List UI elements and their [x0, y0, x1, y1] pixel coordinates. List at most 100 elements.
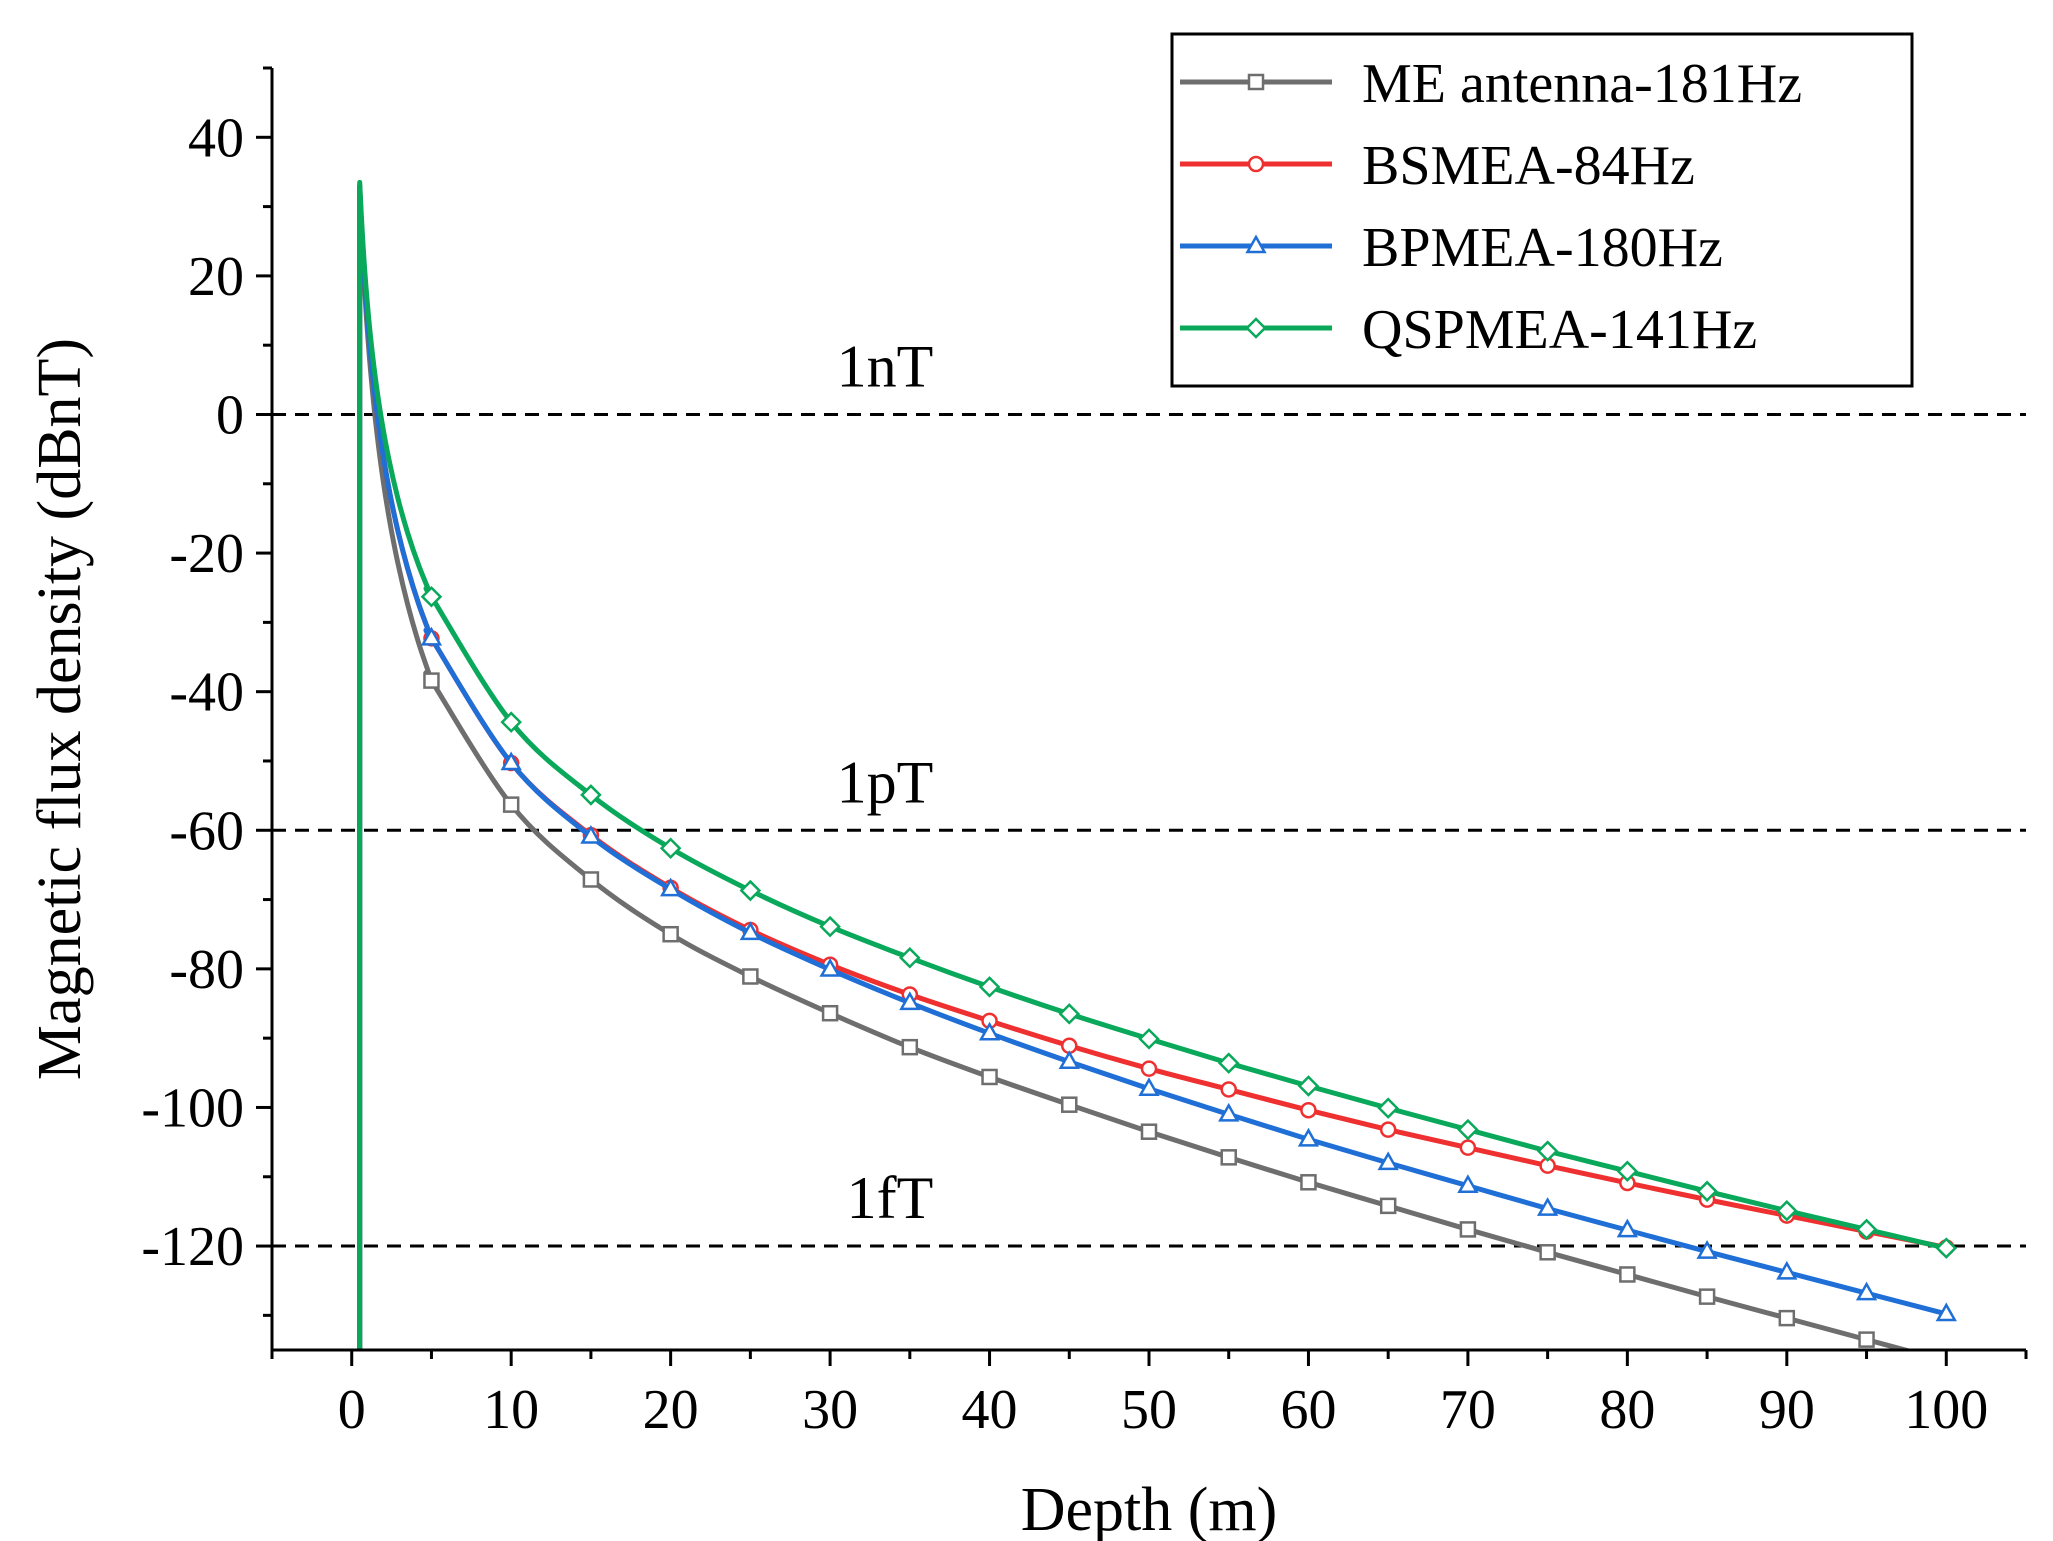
legend-label: ME antenna-181Hz	[1362, 53, 1802, 115]
x-tick-label: 90	[1759, 1379, 1815, 1441]
data-point	[1058, 1050, 1080, 1069]
y-tick-label: 0	[216, 384, 244, 446]
x-tick-label: 30	[802, 1379, 858, 1441]
data-point	[1379, 1121, 1397, 1138]
y-tick-label: -60	[169, 800, 244, 862]
data-point	[1776, 1199, 1798, 1222]
data-point	[423, 672, 440, 689]
data-point	[978, 1021, 1001, 1041]
x-tick-label: 60	[1280, 1379, 1336, 1441]
data-point	[1138, 1077, 1160, 1096]
data-point	[901, 1038, 919, 1056]
x-tick-label: 20	[643, 1379, 699, 1441]
x-tick-label: 0	[338, 1379, 366, 1441]
data-point	[662, 925, 679, 943]
x-tick-label: 50	[1121, 1379, 1177, 1441]
data-point	[821, 1004, 839, 1022]
data-series	[357, 179, 1958, 1350]
data-point	[739, 879, 762, 902]
reference-line-label: 1fT	[847, 1165, 934, 1231]
x-tick-label: 40	[962, 1379, 1018, 1441]
data-point	[500, 711, 522, 733]
data-point	[819, 958, 841, 977]
data-point	[420, 626, 443, 646]
x-axis-title: Depth (m)	[1021, 1476, 1278, 1541]
data-point	[1935, 1237, 1958, 1259]
legend-marker	[1247, 73, 1265, 91]
y-tick-label: -100	[141, 1077, 244, 1139]
series-2	[357, 183, 1957, 1350]
data-point	[1616, 1160, 1639, 1182]
data-point	[1855, 1218, 1878, 1241]
data-point	[1457, 1118, 1479, 1141]
data-point	[502, 796, 520, 813]
data-point	[978, 976, 1001, 998]
data-point	[1220, 1081, 1237, 1098]
legend-item: ME antenna-181Hz	[1180, 53, 1802, 115]
data-point	[1140, 1060, 1158, 1077]
y-tick-label: -20	[169, 523, 244, 585]
y-tick-label: -80	[169, 939, 244, 1001]
data-point	[1220, 1149, 1237, 1166]
data-point	[899, 947, 921, 969]
data-point	[1536, 1197, 1559, 1216]
data-point	[1536, 1140, 1559, 1162]
data-point	[1696, 1180, 1718, 1203]
data-point	[582, 871, 600, 888]
legend-marker	[1245, 317, 1267, 339]
data-point	[1858, 1331, 1875, 1348]
x-tick-label: 80	[1599, 1379, 1655, 1441]
reference-line-label: 1nT	[837, 333, 934, 399]
data-point	[1140, 1123, 1158, 1140]
data-point	[1218, 1102, 1240, 1122]
tick-labels: 0 10 20 30 40 50 60 70 80 90 100 40 20 0 -20 -40 -60 -80 -…	[141, 107, 1988, 1441]
reference-line-label: 1pT	[837, 749, 934, 815]
data-point	[580, 824, 602, 844]
legend-marker	[1247, 155, 1265, 173]
data-point	[659, 877, 682, 897]
data-point	[1698, 1288, 1716, 1305]
data-point	[500, 751, 522, 771]
data-point	[1459, 1139, 1477, 1156]
data-point	[981, 1068, 998, 1086]
y-tick-label: -120	[141, 1216, 244, 1278]
y-axis-title: Magnetic flux density (dBnT)	[26, 338, 94, 1080]
data-point	[1457, 1174, 1479, 1194]
data-point	[1061, 1096, 1078, 1113]
data-point	[739, 921, 762, 941]
data-point	[1619, 1266, 1636, 1283]
legend-item: BSMEA-84Hz	[1180, 135, 1695, 197]
legend-marker	[1245, 234, 1267, 254]
data-point	[1217, 1052, 1240, 1074]
data-point	[1935, 1302, 1957, 1322]
y-tick-label: -40	[169, 662, 244, 724]
legend-label: BPMEA-180Hz	[1362, 217, 1723, 279]
data-point	[1300, 1101, 1317, 1119]
data-point	[1776, 1260, 1798, 1280]
data-point	[420, 585, 443, 608]
data-point	[1539, 1244, 1556, 1261]
data-point	[1297, 1127, 1320, 1147]
data-point	[1696, 1240, 1718, 1259]
data-point	[659, 837, 682, 860]
data-point	[580, 784, 602, 806]
axes	[256, 66, 2028, 1366]
data-point	[1297, 1075, 1320, 1097]
legend: ME antenna-181Hz BSMEA-84Hz BPMEA-180Hz QSP…	[1170, 32, 1914, 388]
data-point	[1300, 1174, 1317, 1191]
data-point	[1379, 1197, 1397, 1215]
data-point	[1778, 1309, 1796, 1327]
series-3	[357, 179, 1958, 1350]
y-tick-label: 20	[188, 246, 244, 308]
x-tick-label: 70	[1440, 1379, 1496, 1441]
data-point	[1138, 1028, 1160, 1050]
legend-label: BSMEA-84Hz	[1362, 135, 1695, 197]
data-point	[1377, 1097, 1399, 1119]
data-point	[1616, 1218, 1639, 1238]
data-point	[742, 968, 759, 985]
data-point	[1058, 1003, 1081, 1025]
reference-lines: 1nT 1pT 1fT	[272, 333, 2026, 1248]
legend-label: QSPMEA-141Hz	[1362, 299, 1757, 361]
